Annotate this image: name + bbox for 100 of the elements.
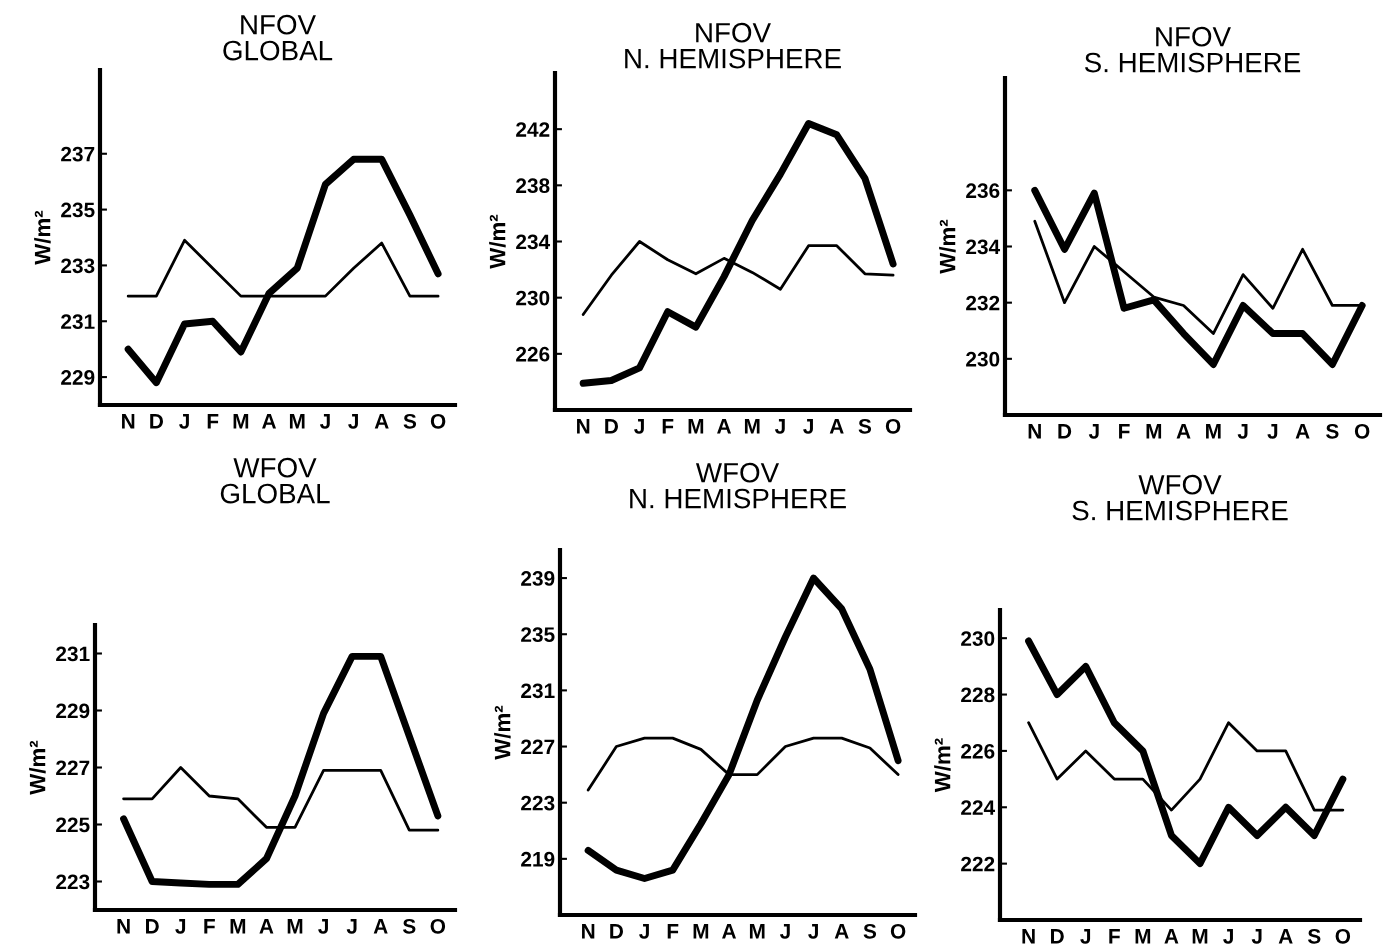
y-tick-label: 233 bbox=[61, 258, 95, 274]
x-tick-label: J bbox=[779, 924, 790, 939]
y-tick-label: 237 bbox=[61, 146, 95, 162]
x-tick-label: J bbox=[318, 919, 328, 934]
x-tick-label: A bbox=[829, 419, 844, 434]
x-tick-label: A bbox=[1278, 929, 1293, 944]
y-tick-label: 223 bbox=[521, 795, 555, 811]
x-tick-label: N bbox=[582, 924, 595, 939]
x-tick-label: D bbox=[1058, 424, 1072, 439]
x-tick-label: A bbox=[259, 919, 274, 934]
chart-title: NFOV N. HEMISPHERE bbox=[625, 22, 841, 69]
x-tick-label: M bbox=[289, 414, 305, 429]
x-tick-label: F bbox=[1119, 424, 1130, 439]
y-tick-label: 227 bbox=[56, 760, 90, 776]
x-tick-label: O bbox=[430, 918, 446, 934]
y-tick-label: 223 bbox=[56, 874, 90, 890]
x-tick-label: S bbox=[863, 923, 877, 939]
y-tick-label: 239 bbox=[521, 571, 555, 586]
x-tick-label: F bbox=[207, 414, 219, 429]
x-tick-label: F bbox=[667, 924, 679, 939]
y-tick-label: 235 bbox=[521, 627, 555, 643]
x-tick-label: O bbox=[885, 418, 901, 434]
y-axis-title: W/m² bbox=[29, 740, 46, 795]
x-tick-label: D bbox=[1051, 929, 1064, 944]
x-tick-label: O bbox=[890, 923, 906, 939]
x-tick-label: O bbox=[1354, 423, 1370, 439]
x-tick-label: A bbox=[1295, 424, 1310, 439]
y-tick-label: 234 bbox=[516, 234, 551, 250]
x-tick-label: A bbox=[717, 419, 732, 434]
y-tick-label: 236 bbox=[966, 183, 1000, 199]
x-tick-label: M bbox=[688, 419, 704, 434]
x-tick-label: J bbox=[175, 919, 186, 934]
x-tick-label: M bbox=[230, 919, 246, 934]
x-tick-label: M bbox=[287, 919, 303, 934]
x-tick-label: S bbox=[403, 413, 417, 429]
chart-title: NFOV GLOBAL bbox=[223, 14, 333, 61]
x-tick-label: M bbox=[1206, 424, 1221, 439]
x-tick-label: O bbox=[1335, 928, 1351, 944]
x-tick-label: N bbox=[122, 414, 135, 429]
x-tick-label: A bbox=[374, 414, 389, 429]
chart-title: NFOV S. HEMISPHERE bbox=[1084, 26, 1301, 73]
x-tick-label: M bbox=[233, 414, 249, 429]
y-axis-title: W/m² bbox=[34, 210, 51, 265]
x-tick-label: A bbox=[1164, 929, 1179, 944]
x-tick-label: A bbox=[834, 924, 849, 939]
y-tick-label: 242 bbox=[516, 122, 550, 137]
y-axis-title: W/m² bbox=[489, 214, 506, 269]
x-tick-label: J bbox=[803, 419, 813, 434]
y-tick-label: 229 bbox=[61, 370, 95, 385]
x-tick-label: J bbox=[1223, 929, 1233, 944]
x-tick-label: S bbox=[858, 418, 872, 434]
x-tick-label: M bbox=[1135, 929, 1151, 944]
chart-title: WFOV GLOBAL bbox=[220, 457, 330, 504]
x-tick-label: S bbox=[1326, 423, 1339, 439]
x-tick-label: M bbox=[744, 419, 760, 434]
x-tick-label: S bbox=[1307, 928, 1321, 944]
y-tick-label: 231 bbox=[61, 314, 95, 330]
x-tick-label: D bbox=[146, 919, 159, 934]
x-tick-label: J bbox=[1237, 424, 1248, 439]
y-tick-label: 224 bbox=[961, 800, 996, 815]
y-tick-label: 229 bbox=[56, 703, 90, 719]
y-axis-title: W/m² bbox=[939, 219, 956, 274]
y-tick-label: 228 bbox=[961, 687, 995, 703]
x-tick-label: J bbox=[179, 414, 189, 429]
x-tick-label: S bbox=[402, 918, 416, 934]
x-tick-label: M bbox=[1192, 929, 1208, 944]
x-tick-label: J bbox=[1267, 424, 1278, 439]
x-tick-label: J bbox=[1088, 424, 1099, 439]
y-tick-label: 231 bbox=[56, 646, 90, 662]
y-tick-label: 231 bbox=[521, 683, 555, 699]
x-tick-label: J bbox=[319, 414, 330, 429]
x-tick-label: J bbox=[346, 919, 357, 934]
x-tick-label: N bbox=[1022, 929, 1035, 944]
x-tick-label: A bbox=[1176, 424, 1191, 439]
x-tick-label: F bbox=[1109, 929, 1120, 944]
y-tick-label: 222 bbox=[961, 856, 995, 872]
y-tick-label: 235 bbox=[61, 202, 95, 218]
x-tick-label: N bbox=[577, 419, 590, 434]
y-tick-label: 226 bbox=[961, 743, 995, 759]
x-tick-label: D bbox=[610, 924, 623, 939]
x-tick-label: J bbox=[808, 924, 818, 939]
x-tick-label: A bbox=[373, 919, 388, 934]
x-tick-label: F bbox=[662, 419, 674, 434]
y-tick-label: 230 bbox=[516, 290, 550, 306]
x-tick-label: M bbox=[1146, 424, 1162, 439]
chart-title: WFOV N. HEMISPHERE bbox=[630, 462, 846, 509]
x-tick-label: J bbox=[1080, 929, 1091, 944]
x-tick-label: J bbox=[1251, 929, 1262, 944]
x-tick-label: J bbox=[634, 419, 644, 434]
x-tick-label: N bbox=[117, 919, 130, 934]
y-tick-label: 225 bbox=[56, 817, 90, 833]
x-tick-label: A bbox=[722, 924, 737, 939]
x-tick-label: J bbox=[639, 924, 649, 939]
y-tick-label: 238 bbox=[516, 178, 550, 194]
y-tick-label: 226 bbox=[516, 346, 550, 362]
y-tick-label: 227 bbox=[521, 739, 555, 755]
y-tick-label: 234 bbox=[966, 239, 1001, 255]
x-tick-label: F bbox=[204, 919, 215, 934]
x-tick-label: O bbox=[430, 413, 446, 429]
y-tick-label: 230 bbox=[961, 631, 995, 646]
